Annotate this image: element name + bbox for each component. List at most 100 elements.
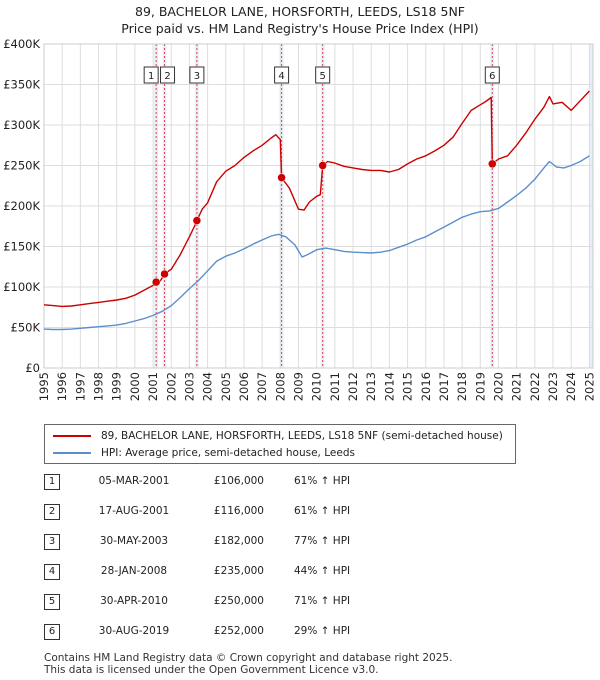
x-tick-label: 2001 [146,372,160,401]
x-tick-label: 2019 [473,372,487,401]
x-tick-label: 2022 [528,372,542,401]
footer-copyright: Contains HM Land Registry data © Crown c… [44,652,453,664]
x-tick-label: 2010 [310,372,324,401]
sale-hpi-change: 44% ↑ HPI [294,565,351,577]
x-tick-label: 2009 [292,372,306,401]
sale-label-box [315,66,331,84]
legend-swatch-property [53,435,91,437]
y-tick-label: £0 [25,361,40,375]
sale-label-box [484,66,500,84]
sale-hpi-change: 71% ↑ HPI [294,595,351,607]
sale-label-box [160,66,176,84]
sale-hpi-change: 77% ↑ HPI [294,535,351,547]
x-tick-label: 2011 [328,372,342,401]
x-tick-label: 1998 [92,372,106,401]
table-row: 1 05-MAR-2001 £106,000 61% ↑ HPI [44,472,564,492]
sale-number: 1 [44,474,60,490]
x-tick-label: 2021 [510,372,524,401]
y-tick-label: £350K [3,78,40,92]
sale-label-number: 1 [148,71,154,82]
sale-date: 30-AUG-2019 [98,625,170,637]
legend-item-property: 89, BACHELOR LANE, HORSFORTH, LEEDS, LS1… [53,428,503,444]
y-tick-label: £50K [11,321,41,335]
sale-number: 6 [44,624,60,640]
x-tick-label: 2007 [255,372,269,401]
hpi-series-line [43,155,590,331]
x-tick-label: 2012 [346,372,360,401]
sale-label-number: 6 [489,71,495,82]
sale-price: £252,000 [213,625,264,637]
sale-number: 5 [44,594,60,610]
x-tick-label: 1996 [55,372,69,401]
chart-subtitle: Price paid vs. HM Land Registry's House … [121,21,479,36]
sale-price: £250,000 [213,595,264,607]
plot-frame [43,43,594,369]
y-tick-label: £300K [3,118,40,132]
x-tick-label: 2017 [437,372,451,401]
y-tick-label: £250K [3,159,40,173]
y-tick-label: £150K [3,240,40,254]
sale-point [192,216,202,225]
x-tick-label: 1995 [37,372,51,401]
sale-point [151,277,161,287]
chart-legend: 89, BACHELOR LANE, HORSFORTH, LEEDS, LS1… [44,424,516,464]
x-tick-label: 2002 [164,372,178,401]
sale-number: 2 [44,504,60,520]
sale-point [160,269,169,279]
x-tick-label: 2013 [364,372,378,401]
x-tick-label: 2024 [564,372,578,401]
y-tick-label: £400K [3,37,40,51]
x-tick-label: 2005 [219,372,233,401]
sale-date: 30-APR-2010 [100,595,168,607]
y-tick-label: £200K [3,199,40,213]
sale-hpi-change: 61% ↑ HPI [294,475,351,487]
sale-price: £106,000 [213,475,264,487]
legend-swatch-hpi [53,452,91,454]
y-tick-label: £100K [3,280,40,294]
legend-item-hpi: HPI: Average price, semi-detached house,… [53,445,355,461]
sale-date: 17-AUG-2001 [98,505,170,517]
sale-hpi-change: 61% ↑ HPI [294,505,351,517]
table-row: 2 17-AUG-2001 £116,000 61% ↑ HPI [44,502,564,522]
x-tick-label: 2003 [182,372,196,401]
legend-label-hpi: HPI: Average price, semi-detached house,… [101,447,355,459]
sale-date: 30-MAY-2003 [99,535,169,547]
sale-price: £116,000 [213,505,264,517]
sale-date: 28-JAN-2008 [100,565,168,577]
x-tick-label: 2004 [201,372,215,401]
sale-label-number: 4 [278,71,284,82]
sale-point [318,161,327,170]
sale-label-box [189,66,205,84]
sale-label-box [274,66,290,84]
table-row: 4 28-JAN-2008 £235,000 44% ↑ HPI [44,562,564,582]
sale-price: £235,000 [213,565,264,577]
x-tick-label: 2023 [546,372,560,401]
sale-label-number: 3 [194,71,200,82]
x-tick-label: 2020 [491,372,505,401]
x-tick-label: 2016 [419,372,433,401]
x-tick-label: 2000 [128,372,142,401]
sale-hpi-change: 29% ↑ HPI [294,625,351,637]
x-tick-label: 2018 [455,372,469,401]
footer-note: Contains HM Land Registry data © Crown c… [44,652,452,676]
sale-label-number: 5 [319,71,325,82]
legend-label-property: 89, BACHELOR LANE, HORSFORTH, LEEDS, LS1… [101,430,503,442]
x-tick-label: 2006 [237,372,251,401]
sale-date: 05-MAR-2001 [98,475,170,487]
chart-title: 89, BACHELOR LANE, HORSFORTH, LEEDS, LS1… [135,4,465,19]
sale-label-number: 2 [164,71,170,82]
footer-licence: This data is licensed under the Open Gov… [44,664,379,676]
sale-number: 4 [44,564,60,580]
sale-point [277,173,286,182]
table-row: 6 30-AUG-2019 £252,000 29% ↑ HPI [44,622,564,642]
table-row: 5 30-APR-2010 £250,000 71% ↑ HPI [44,592,564,612]
x-tick-label: 1999 [110,372,124,401]
price-chart: £0 £50K £100K £150K £200K £250K £300K £350K £400… [3,37,596,401]
table-row: 3 30-MAY-2003 £182,000 77% ↑ HPI [44,532,564,552]
sale-point [488,159,497,169]
x-tick-label: 2025 [582,372,596,401]
sale-price: £182,000 [213,535,264,547]
x-tick-label: 2015 [401,372,415,401]
sale-label-box [143,66,159,84]
x-tick-label: 2008 [273,372,287,401]
